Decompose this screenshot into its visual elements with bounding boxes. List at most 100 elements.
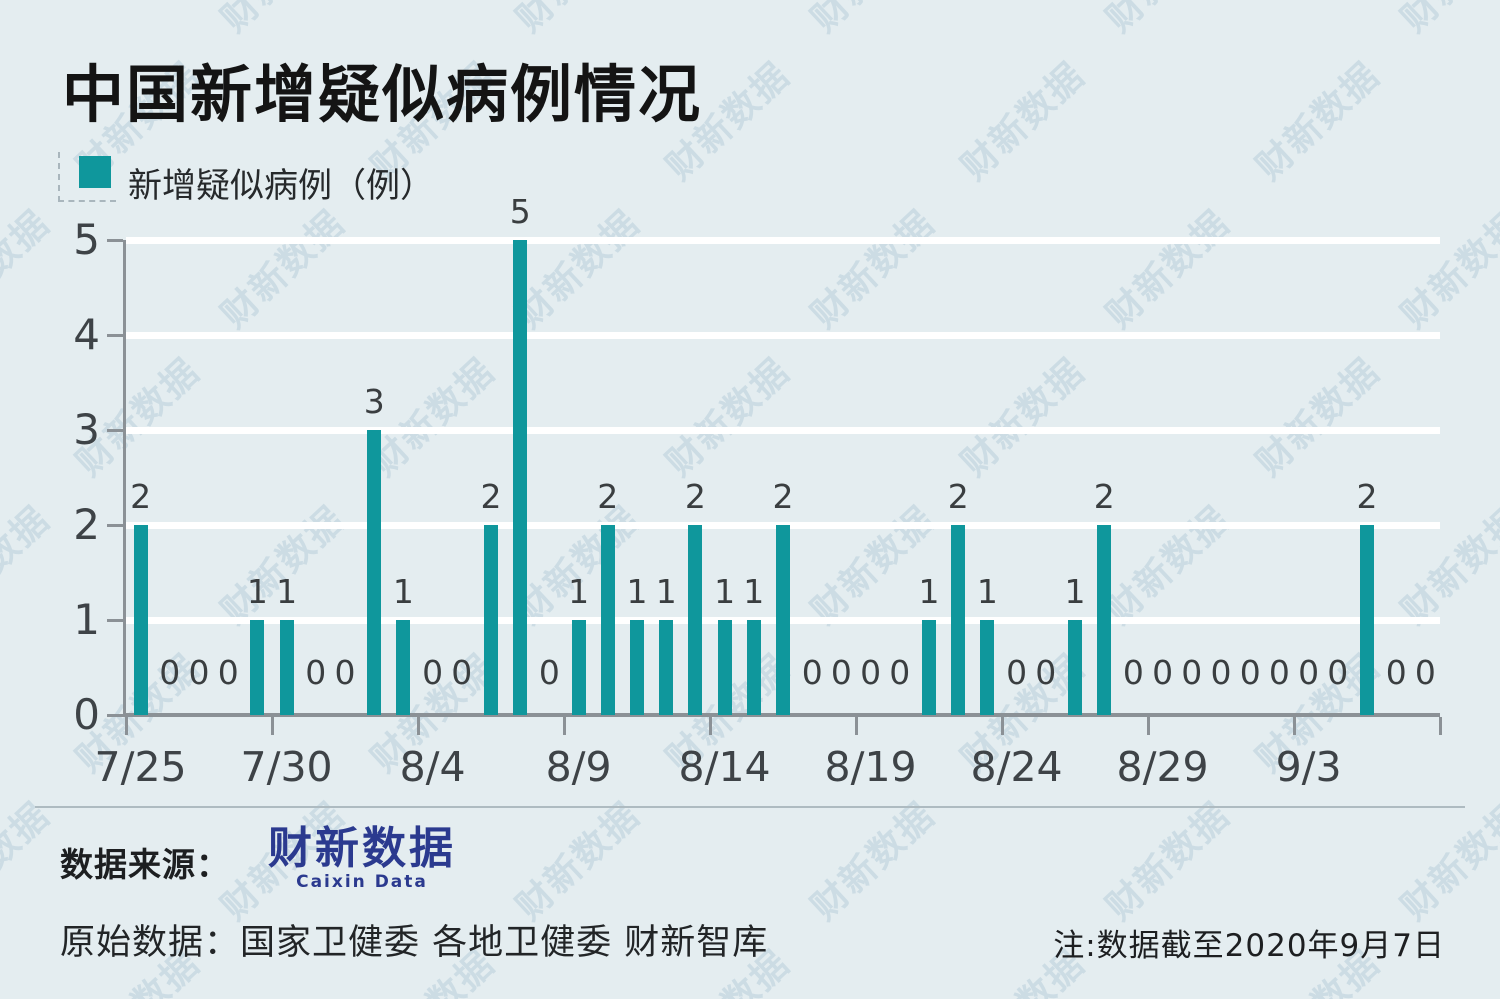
bar-value-label: 0 [1298, 653, 1320, 692]
x-axis-tick [124, 717, 128, 735]
x-axis-label: 8/14 [678, 743, 771, 791]
y-axis-label: 5 [73, 215, 100, 264]
bar [250, 620, 265, 715]
x-axis-label: 7/25 [94, 743, 187, 791]
bar [513, 240, 528, 715]
legend-label: 新增疑似病例（例） [128, 166, 434, 206]
bar-value-label: 2 [947, 477, 969, 516]
bar-value-label: 2 [1356, 477, 1378, 516]
raw-data-row: 原始数据：国家卫健委 各地卫健委 财新智库 [60, 914, 768, 965]
y-axis-tick [107, 618, 123, 622]
bar-value-label: 1 [568, 572, 590, 611]
bar-value-label: 0 [801, 653, 823, 692]
bar [688, 525, 703, 715]
bar-value-label: 0 [1122, 653, 1144, 692]
bar [659, 620, 674, 715]
bar-value-label: 0 [1327, 653, 1349, 692]
bar [746, 620, 761, 715]
bar-value-label: 0 [1385, 653, 1407, 692]
bar-value-label: 0 [1268, 653, 1290, 692]
bar-value-label: 1 [743, 572, 765, 611]
x-axis-tick [708, 717, 712, 735]
bar-value-label: 0 [305, 653, 327, 692]
x-axis-label: 7/30 [240, 743, 333, 791]
bar [1360, 525, 1374, 715]
x-axis-line [123, 713, 1440, 717]
data-source-label: 数据来源： [60, 845, 230, 884]
bar-value-label: 5 [509, 192, 531, 231]
bar-value-label: 0 [1152, 653, 1174, 692]
y-axis-label: 0 [73, 690, 100, 739]
x-axis-tick [1146, 717, 1150, 735]
bar-value-label: 1 [626, 572, 648, 611]
bar-value-label: 0 [538, 653, 560, 692]
bar [1068, 620, 1082, 715]
bar-value-label: 1 [976, 572, 998, 611]
bar-value-label: 0 [1006, 653, 1028, 692]
bar [980, 620, 995, 715]
x-axis-tick [1438, 717, 1442, 735]
cutoff-note: 注:数据截至2020年9月7日 [1053, 928, 1445, 964]
bar-value-label: 0 [1210, 653, 1232, 692]
bar [571, 620, 586, 715]
data-source-row: 数据来源： [60, 838, 230, 886]
x-axis-tick [854, 717, 858, 735]
caixin-logo-cn-text: 财新数据 [268, 823, 456, 874]
bar-value-label: 2 [684, 477, 706, 516]
bar-value-label: 1 [246, 572, 268, 611]
bar-value-label: 1 [714, 572, 736, 611]
bar-value-label: 0 [1414, 653, 1436, 692]
bar [279, 620, 294, 715]
y-axis-label: 4 [73, 310, 100, 359]
caixin-logo-en-text: Caixin Data [296, 872, 428, 892]
bar [922, 620, 936, 715]
x-axis-label: 8/29 [1116, 743, 1209, 791]
bar-value-label: 0 [889, 653, 911, 692]
gridline-y5 [126, 236, 1440, 244]
bar [367, 430, 382, 715]
y-axis-line [123, 240, 126, 717]
bar-value-label: 1 [918, 572, 940, 611]
x-axis-tick [270, 717, 274, 735]
bar-value-label: 0 [188, 653, 210, 692]
x-axis-tick [416, 717, 420, 735]
y-axis-label: 2 [73, 500, 100, 549]
bar-value-label: 0 [159, 653, 181, 692]
y-axis-label: 1 [73, 595, 100, 644]
bar-value-label: 1 [1064, 572, 1086, 611]
bar [133, 525, 148, 715]
bar-value-label: 3 [363, 382, 385, 421]
y-axis-tick [107, 523, 123, 527]
y-axis-tick [107, 713, 123, 717]
bar-value-label: 2 [1093, 477, 1115, 516]
x-axis-label: 8/24 [970, 743, 1063, 791]
bar-value-label: 2 [772, 477, 794, 516]
legend-dashed-box [58, 152, 116, 202]
y-axis-tick [107, 428, 123, 432]
bar [630, 620, 644, 715]
page-title: 中国新增疑似病例情况 [62, 58, 703, 131]
x-axis-label: 8/9 [545, 743, 612, 791]
x-axis-tick [1292, 717, 1296, 735]
bar-value-label: 0 [451, 653, 473, 692]
bar [951, 525, 966, 715]
bar [484, 525, 498, 715]
raw-data-value: 国家卫健委 各地卫健委 财新智库 [240, 923, 769, 963]
bar [600, 525, 615, 715]
bar-value-label: 0 [860, 653, 882, 692]
x-axis-label: 8/19 [824, 743, 917, 791]
raw-data-label: 原始数据： [60, 923, 241, 963]
bar-value-label: 0 [334, 653, 356, 692]
y-axis-label: 3 [73, 405, 100, 454]
footer-divider [35, 806, 1465, 808]
bar [717, 620, 732, 715]
gridline-y4 [126, 331, 1440, 339]
bar-value-label: 0 [422, 653, 444, 692]
bar [396, 620, 411, 715]
bar-value-label: 1 [392, 572, 414, 611]
bar-value-label: 0 [1181, 653, 1203, 692]
bar-value-label: 0 [1239, 653, 1261, 692]
bar-value-label: 2 [597, 477, 619, 516]
bar-value-label: 0 [830, 653, 852, 692]
